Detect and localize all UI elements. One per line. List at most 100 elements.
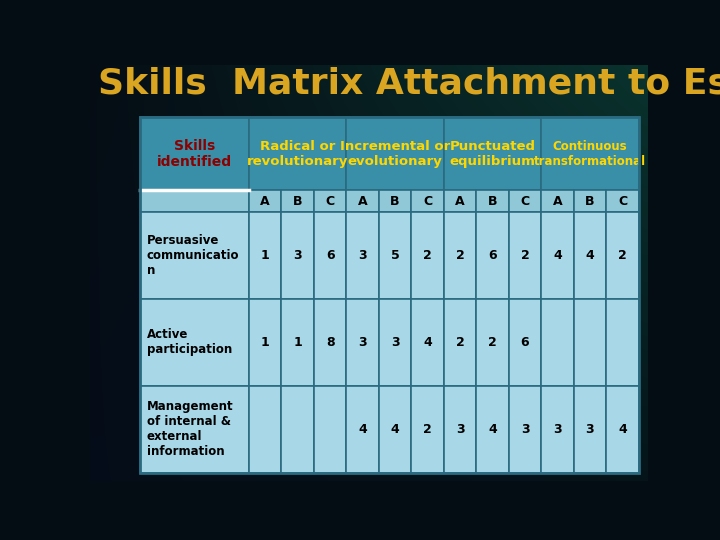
Text: 6: 6 [521,336,529,349]
Bar [346,190,379,212]
Bar [411,212,444,299]
Text: Continuous
transformational: Continuous transformational [534,140,646,168]
Bar [476,212,509,299]
Text: 1: 1 [261,249,269,262]
Bar [314,212,346,299]
Bar [444,299,476,386]
Bar [140,299,249,386]
Bar [509,190,541,212]
Text: Skills  Matrix Attachment to Essay: Skills Matrix Attachment to Essay [98,67,720,101]
Bar [444,386,476,473]
Text: 3: 3 [293,249,302,262]
Text: Incremental or
evolutionary: Incremental or evolutionary [340,140,450,168]
Bar [541,299,574,386]
Bar [249,190,282,212]
Bar [140,117,249,190]
Text: B: B [390,194,400,207]
Bar [249,386,282,473]
Text: 4: 4 [358,423,367,436]
Text: 1: 1 [293,336,302,349]
Bar [476,190,509,212]
Text: 4: 4 [423,336,432,349]
Bar [411,386,444,473]
Bar [541,212,574,299]
Bar [444,117,541,190]
Bar [509,212,541,299]
Bar [379,299,411,386]
Text: 2: 2 [423,249,432,262]
Bar [606,386,639,473]
Text: B: B [585,194,595,207]
Bar [346,299,379,386]
Text: 8: 8 [325,336,334,349]
Bar [574,386,606,473]
Text: 2: 2 [521,249,529,262]
Bar [476,386,509,473]
Text: Skills
identified: Skills identified [157,139,232,169]
Text: 3: 3 [456,423,464,436]
Text: B: B [487,194,498,207]
Bar [282,212,314,299]
Bar [379,386,411,473]
Bar [606,212,639,299]
Text: 4: 4 [618,423,627,436]
Bar [282,386,314,473]
Bar [444,212,476,299]
Bar [140,212,249,299]
Text: 4: 4 [391,423,400,436]
Text: A: A [553,194,562,207]
Text: 1: 1 [261,336,269,349]
Text: A: A [455,194,465,207]
Bar [140,386,249,473]
Bar [509,386,541,473]
Bar [346,117,444,190]
Bar [574,212,606,299]
Bar [541,386,574,473]
Text: 3: 3 [585,423,594,436]
Text: 2: 2 [456,336,464,349]
Text: 4: 4 [585,249,594,262]
Bar [249,117,346,190]
Bar [541,117,639,190]
Bar [140,190,249,212]
Text: C: C [521,194,530,207]
Bar [411,190,444,212]
Text: Management
of internal &
external
information: Management of internal & external inform… [147,400,233,458]
Text: 3: 3 [553,423,562,436]
Bar [249,299,282,386]
Bar [379,212,411,299]
Text: B: B [293,194,302,207]
Bar [606,190,639,212]
Text: A: A [261,194,270,207]
Text: C: C [423,194,432,207]
Bar [541,190,574,212]
Bar [411,299,444,386]
Bar [346,386,379,473]
Text: C: C [325,194,335,207]
Text: 3: 3 [359,249,367,262]
Text: 5: 5 [391,249,400,262]
Text: Active
participation: Active participation [147,328,232,356]
Bar [476,299,509,386]
Bar [606,299,639,386]
Text: 6: 6 [325,249,334,262]
Bar [314,386,346,473]
Text: 4: 4 [488,423,497,436]
Text: 3: 3 [391,336,400,349]
Text: 2: 2 [456,249,464,262]
Text: Radical or
revolutionary: Radical or revolutionary [247,140,348,168]
Text: 4: 4 [553,249,562,262]
Bar [314,299,346,386]
Bar [249,212,282,299]
Text: 2: 2 [618,249,627,262]
Bar [509,299,541,386]
Bar [282,190,314,212]
Text: Punctuated
equilibrium: Punctuated equilibrium [449,140,536,168]
Text: A: A [358,194,367,207]
Bar [314,190,346,212]
Bar [574,299,606,386]
Bar [346,212,379,299]
Text: 6: 6 [488,249,497,262]
Text: 3: 3 [359,336,367,349]
Text: 3: 3 [521,423,529,436]
